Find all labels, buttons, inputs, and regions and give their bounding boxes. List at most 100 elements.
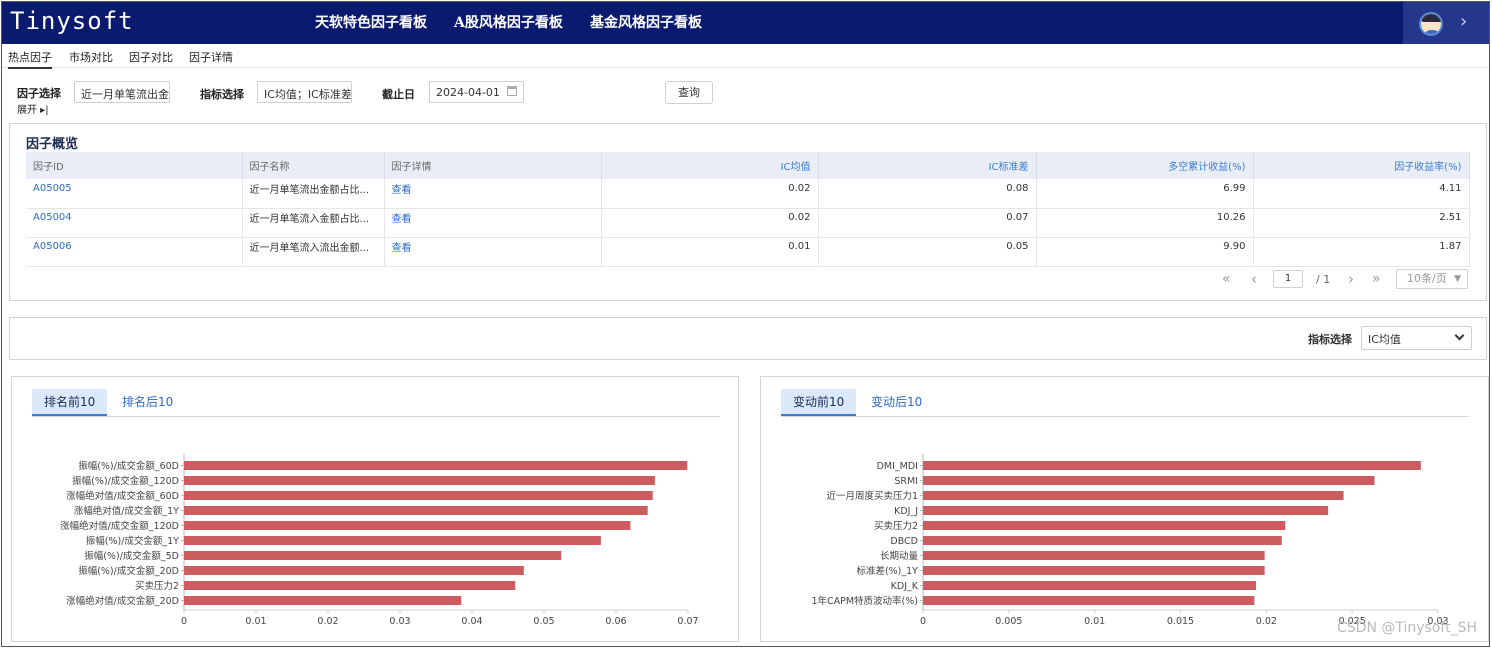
table-row: A05005 近一月单笔流出金额占比... 查看 0.02 0.08 6.99 … (26, 179, 1470, 209)
next-page-button[interactable]: › (1348, 270, 1354, 288)
ic-mean-value: 0.01 (601, 237, 819, 267)
col-factor-detail[interactable]: 因子详情 (384, 152, 602, 179)
factor-select-input[interactable]: 近一月单笔流出金 (74, 81, 170, 103)
tab-top10[interactable]: 排名前10 (32, 389, 108, 416)
change-category-label: 买卖压力2 (874, 520, 918, 532)
ranking-bar[interactable] (184, 461, 688, 470)
ranking-x-tick-label: 0 (181, 616, 187, 627)
change-category-label: DBCD (890, 536, 918, 547)
tab-bottom10[interactable]: 排名后10 (122, 395, 174, 409)
view-detail-link[interactable]: 查看 (384, 237, 602, 267)
col-ls-return[interactable]: 多空累计收益(%) (1036, 152, 1254, 179)
page-number-input[interactable]: 1 (1273, 270, 1303, 288)
ls-return-value: 9.90 (1036, 237, 1254, 267)
first-page-button[interactable]: « (1222, 271, 1231, 287)
change-bar[interactable] (923, 536, 1282, 545)
chevron-right-icon[interactable]: › (1460, 11, 1468, 32)
ranking-bar[interactable] (184, 536, 601, 545)
change-bar[interactable] (923, 581, 1257, 590)
table-row: A05004 近一月单笔流入金额占比... 查看 0.02 0.07 10.26… (26, 208, 1470, 238)
factor-return-value: 1.87 (1253, 237, 1470, 267)
factor-id-link[interactable]: A05004 (26, 208, 243, 238)
col-ic-std[interactable]: IC标准差 (818, 152, 1037, 179)
ranking-category-label: 涨幅绝对值/成交金额_60D (66, 490, 179, 502)
metric-select-input[interactable]: IC均值；IC标准差 (257, 81, 352, 103)
ranking-tabs: 排名前10 排名后10 (32, 389, 720, 417)
overview-title: 因子概览 (26, 137, 79, 152)
ranking-bar[interactable] (184, 521, 631, 530)
view-detail-link[interactable]: 查看 (384, 179, 602, 209)
change-x-tick-label: 0.005 (995, 616, 1022, 627)
ranking-bar[interactable] (184, 491, 653, 500)
factor-id-link[interactable]: A05006 (26, 237, 243, 267)
view-detail-link[interactable]: 查看 (384, 208, 602, 238)
tab-change-top10[interactable]: 变动前10 (781, 389, 857, 416)
ranking-chart-panel: 排名前10 排名后10 振幅(%)/成交金额_60D 振幅(%)/成交金额_120… (11, 376, 739, 642)
sub-nav: 热点因子 市场对比 因子对比 因子详情 (2, 44, 1489, 69)
ranking-bar[interactable] (184, 551, 562, 560)
top-nav-bar: Tinysoft 天软特色因子看板 A股风格因子看板 基金风格因子看板 › (2, 2, 1489, 48)
end-date-input[interactable]: 2024-04-01 (429, 81, 524, 103)
ranking-category-label: 买卖压力2 (135, 580, 179, 592)
subtab-market-compare[interactable]: 市场对比 (69, 51, 113, 64)
top-tab-fund-style[interactable]: 基金风格因子看板 (590, 15, 702, 31)
end-date-value: 2024-04-01 (436, 86, 500, 99)
metric-select-label: 指标选择 (200, 88, 244, 101)
change-bar[interactable] (923, 551, 1265, 560)
expand-toggle[interactable]: 展开 ▸| (17, 105, 49, 116)
change-category-label: 近一月周度买卖压力1 (826, 490, 918, 502)
ranking-bar[interactable] (184, 581, 516, 590)
chart-metric-value: IC均值 (1368, 333, 1401, 346)
col-ic-mean[interactable]: IC均值 (601, 152, 819, 179)
top-tab-tinysoft-factors[interactable]: 天软特色因子看板 (315, 12, 427, 48)
caret-down-icon: ▼ (1454, 274, 1461, 284)
ranking-x-tick-label: 0.06 (605, 616, 626, 627)
subtab-factor-compare[interactable]: 因子对比 (129, 51, 173, 64)
col-factor-id[interactable]: 因子ID (26, 152, 243, 179)
user-avatar-icon[interactable] (1419, 12, 1443, 36)
change-chart-panel: 变动前10 变动后10 DMI_MDI SRMI 近一月周度买卖压力1 KDJ_J 买卖… (760, 376, 1489, 642)
total-pages: / 1 (1316, 273, 1331, 286)
change-bar[interactable] (923, 476, 1375, 485)
ranking-x-tick-label: 0.02 (317, 616, 338, 627)
change-bar[interactable] (923, 491, 1344, 500)
ic-std-value: 0.08 (818, 179, 1037, 209)
ranking-category-label: 振幅(%)/成交金额_20D (78, 565, 179, 577)
query-button[interactable]: 查询 (665, 81, 713, 104)
ranking-x-tick-label: 0.07 (677, 616, 698, 627)
ranking-category-label: 涨幅绝对值/成交金额_1Y (74, 505, 179, 517)
ranking-bar[interactable] (184, 566, 524, 575)
change-bar[interactable] (923, 521, 1286, 530)
page-size-select[interactable]: 10条/页 ▼ (1396, 269, 1468, 289)
top-tab-a-share-style[interactable]: A股风格因子看板 (454, 15, 563, 31)
col-factor-name[interactable]: 因子名称 (242, 152, 385, 179)
end-date-label: 截止日 (382, 88, 415, 101)
change-x-tick-label: 0.01 (1084, 616, 1105, 627)
change-bar[interactable] (923, 566, 1265, 575)
tab-change-bottom10[interactable]: 变动后10 (871, 395, 923, 409)
change-category-label: SRMI (894, 476, 918, 487)
last-page-button[interactable]: » (1372, 271, 1381, 287)
watermark: CSDN @Tinysoft_SH (1337, 620, 1477, 636)
chart-metric-select[interactable]: IC均值 (1361, 326, 1472, 350)
chevron-down-icon (1454, 330, 1465, 341)
calendar-icon[interactable] (507, 86, 517, 96)
subtab-factor-detail[interactable]: 因子详情 (189, 51, 233, 64)
ranking-bar[interactable] (184, 596, 462, 605)
change-bar[interactable] (923, 596, 1255, 605)
factor-return-value: 2.51 (1253, 208, 1470, 238)
app-logo: Tinysoft (10, 7, 134, 35)
ranking-category-label: 振幅(%)/成交金额_1Y (86, 535, 179, 547)
ranking-bar[interactable] (184, 476, 655, 485)
user-menu[interactable]: › (1403, 2, 1489, 44)
col-factor-return[interactable]: 因子收益率(%) (1253, 152, 1470, 179)
table-header-row: 因子ID 因子名称 因子详情 IC均值 IC标准差 多空累计收益(%) 因子收益… (26, 152, 1470, 179)
prev-page-button[interactable]: ‹ (1251, 270, 1257, 288)
change-bar[interactable] (923, 461, 1421, 470)
subtab-hot-factors[interactable]: 热点因子 (8, 49, 52, 69)
change-bar[interactable] (923, 506, 1329, 515)
factor-name: 近一月单笔流入流出金额... (242, 237, 385, 267)
ls-return-value: 10.26 (1036, 208, 1254, 238)
factor-id-link[interactable]: A05005 (26, 179, 243, 209)
ranking-bar[interactable] (184, 506, 648, 515)
